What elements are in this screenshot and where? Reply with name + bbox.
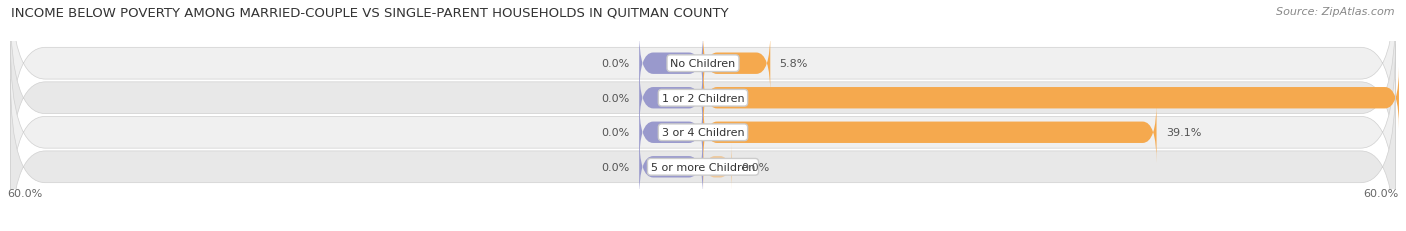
FancyBboxPatch shape xyxy=(640,137,703,198)
Text: 60.0%: 60.0% xyxy=(7,188,42,198)
FancyBboxPatch shape xyxy=(703,33,770,94)
Text: 0.0%: 0.0% xyxy=(602,162,630,172)
FancyBboxPatch shape xyxy=(703,102,1157,163)
FancyBboxPatch shape xyxy=(10,11,1396,186)
Text: 5.8%: 5.8% xyxy=(779,59,808,69)
Text: INCOME BELOW POVERTY AMONG MARRIED-COUPLE VS SINGLE-PARENT HOUSEHOLDS IN QUITMAN: INCOME BELOW POVERTY AMONG MARRIED-COUPL… xyxy=(11,7,728,20)
FancyBboxPatch shape xyxy=(640,68,703,129)
Text: 5 or more Children: 5 or more Children xyxy=(651,162,755,172)
FancyBboxPatch shape xyxy=(640,33,703,94)
FancyBboxPatch shape xyxy=(10,0,1396,151)
Text: 0.0%: 0.0% xyxy=(602,59,630,69)
Text: 0.0%: 0.0% xyxy=(602,93,630,103)
Text: 0.0%: 0.0% xyxy=(741,162,769,172)
Text: 0.0%: 0.0% xyxy=(602,128,630,138)
Text: 39.1%: 39.1% xyxy=(1166,128,1201,138)
FancyBboxPatch shape xyxy=(10,80,1396,231)
Text: No Children: No Children xyxy=(671,59,735,69)
Text: 3 or 4 Children: 3 or 4 Children xyxy=(662,128,744,138)
FancyBboxPatch shape xyxy=(703,143,733,191)
FancyBboxPatch shape xyxy=(10,45,1396,220)
Text: 1 or 2 Children: 1 or 2 Children xyxy=(662,93,744,103)
Text: Source: ZipAtlas.com: Source: ZipAtlas.com xyxy=(1277,7,1395,17)
Text: 60.0%: 60.0% xyxy=(1364,188,1399,198)
FancyBboxPatch shape xyxy=(703,68,1399,129)
FancyBboxPatch shape xyxy=(640,102,703,163)
